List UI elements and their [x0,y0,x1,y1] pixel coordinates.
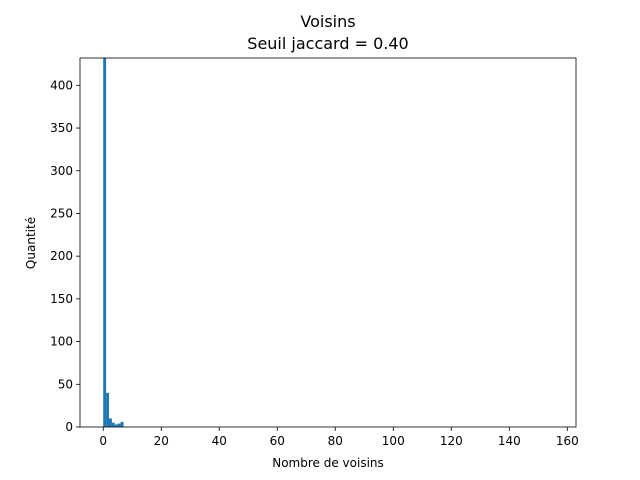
histogram-bar-1 [106,392,110,427]
histogram-bar-0 [103,58,107,427]
y-tick-label: 0 [65,420,73,434]
y-tick-label: 200 [50,249,73,263]
chart-subtitle: Seuil jaccard = 0.40 [247,34,408,53]
histogram-bar-4 [114,424,118,427]
histogram-bar-5 [117,423,121,427]
x-tick-label: 60 [270,434,285,448]
y-tick-label: 400 [50,78,73,92]
histogram-bar-6 [120,421,124,427]
x-tick-label: 80 [328,434,343,448]
y-tick-label: 50 [58,377,73,391]
x-tick-label: 100 [382,434,405,448]
chart-title: Voisins [300,12,355,31]
x-tick-label: 120 [440,434,463,448]
y-tick-label: 300 [50,164,73,178]
y-tick-label: 350 [50,121,73,135]
x-tick-label: 0 [99,434,107,448]
x-tick-label: 140 [498,434,521,448]
histogram-bar-3 [111,422,115,427]
y-axis-label: Quantité [24,217,38,269]
plot-frame [79,57,577,428]
y-tick-label: 100 [50,335,73,349]
x-tick-label: 40 [212,434,227,448]
x-tick-label: 20 [154,434,169,448]
y-tick-label: 250 [50,206,73,220]
histogram-bar-2 [109,418,112,427]
bars-group [103,58,124,427]
x-axis-ticks: 0 20 40 60 80 100 120 140 160 [99,427,579,448]
y-tick-label: 150 [50,292,73,306]
x-axis-label: Nombre de voisins [272,456,384,470]
y-axis-ticks: 0 50 100 150 200 250 300 350 400 [50,78,80,434]
x-tick-label: 160 [556,434,579,448]
